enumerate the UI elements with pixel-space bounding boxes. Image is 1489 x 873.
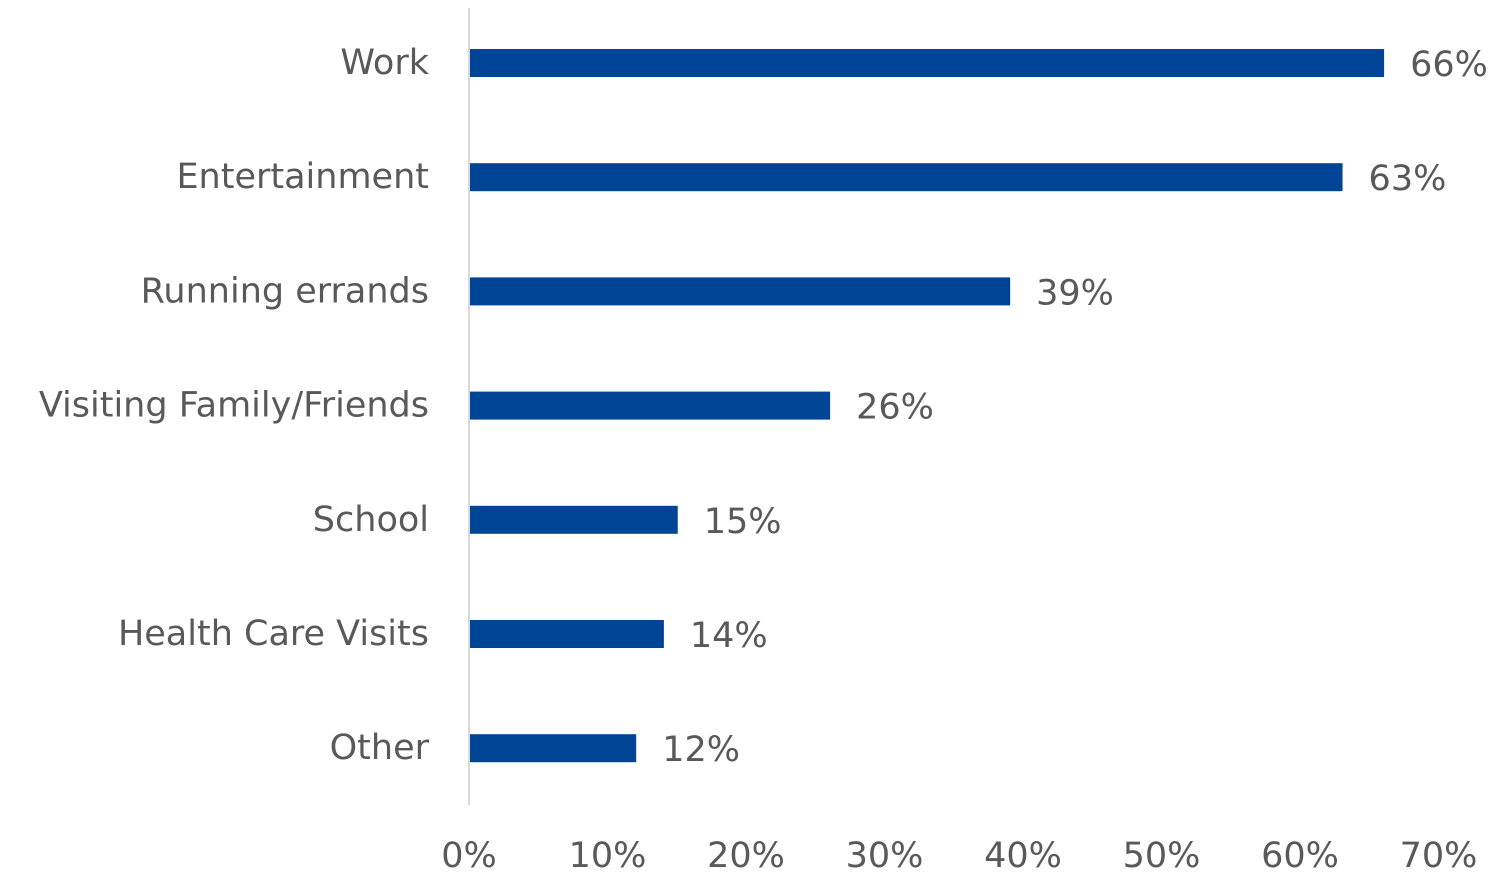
data-label: 12% (662, 730, 740, 770)
data-label: 15% (704, 502, 782, 542)
category-labels-group: Work Entertainment Running errands Visiting… (39, 43, 430, 768)
x-tick-label: 0% (441, 836, 497, 873)
category-label: Running errands (141, 271, 429, 311)
x-tick-labels-group: 0% 10% 20% 30% 40% 50% 60% 70% (441, 836, 1477, 873)
bar (470, 734, 637, 763)
x-tick-label: 50% (1123, 836, 1201, 873)
bars-group (470, 49, 1385, 763)
data-label: 66% (1410, 45, 1488, 85)
data-label: 63% (1369, 159, 1447, 199)
data-label: 14% (690, 616, 768, 656)
data-label: 39% (1036, 273, 1114, 313)
category-label: Entertainment (176, 157, 429, 197)
category-label: Work (340, 43, 429, 83)
data-label: 26% (856, 388, 934, 428)
bar (470, 391, 831, 420)
x-tick-label: 70% (1400, 836, 1478, 873)
category-label: School (313, 500, 429, 540)
x-tick-label: 60% (1261, 836, 1339, 873)
x-tick-label: 30% (846, 836, 924, 873)
x-tick-label: 10% (569, 836, 647, 873)
category-label: Visiting Family/Friends (39, 386, 429, 426)
value-labels-group: 66% 63% 39% 26% 15% 14% 12% (662, 45, 1488, 770)
x-tick-label: 40% (984, 836, 1062, 873)
category-label: Other (330, 728, 430, 768)
bar (470, 49, 1385, 77)
bar (470, 277, 1011, 306)
x-tick-label: 20% (707, 836, 785, 873)
bar (470, 620, 664, 648)
bar (470, 505, 678, 534)
category-label: Health Care Visits (118, 614, 429, 654)
bar (470, 163, 1343, 192)
